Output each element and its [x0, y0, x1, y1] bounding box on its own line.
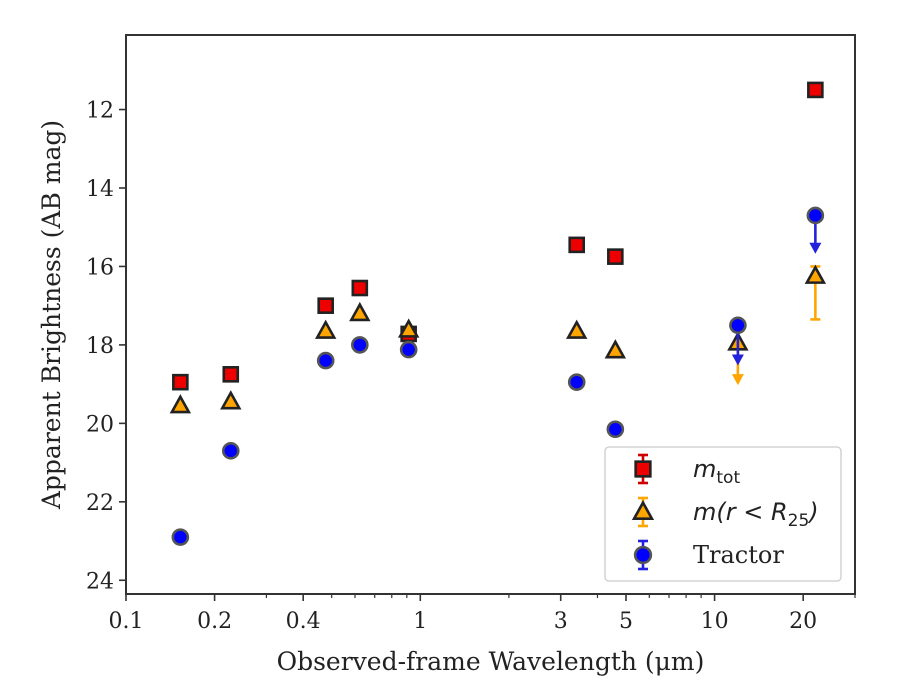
- triangle-marker: [314, 319, 337, 339]
- data-point: [397, 318, 420, 338]
- y-tick-label: 14: [86, 177, 114, 202]
- x-tick-label: 10: [701, 609, 729, 634]
- circle-marker: [351, 336, 369, 354]
- data-point: [807, 81, 824, 99]
- upper-limit-arrow: [731, 374, 744, 386]
- series-1: [169, 264, 827, 414]
- circle-marker: [399, 340, 418, 359]
- data-point: [316, 351, 335, 370]
- data-point: [567, 373, 586, 391]
- circle-marker: [316, 351, 335, 370]
- x-tick-label: 0.2: [197, 609, 232, 634]
- data-point: [351, 336, 369, 354]
- x-tick-label: 1: [413, 609, 427, 634]
- data-point: [351, 279, 369, 297]
- square-marker: [172, 373, 189, 391]
- y-tick-label: 22: [86, 491, 114, 516]
- legend-item: Tractor: [633, 539, 784, 571]
- triangle-marker: [397, 318, 420, 338]
- y-tick-label: 12: [86, 99, 114, 124]
- legend-box: [604, 446, 842, 582]
- y-axis-label: Apparent Brightness (AB mag): [37, 120, 66, 510]
- series-0: [172, 81, 824, 391]
- x-tick-label: 3: [554, 609, 568, 634]
- series-2: [171, 206, 825, 546]
- square-marker: [607, 248, 624, 265]
- circle-marker: [729, 316, 747, 335]
- data-point: [568, 236, 586, 254]
- x-axis-ticks: 0.1 0.2 0.4 1 3 5 10 20: [109, 594, 856, 634]
- y-tick-label: 18: [86, 334, 114, 359]
- y-tick-label: 16: [86, 255, 114, 280]
- circle-marker: [606, 420, 625, 439]
- circle-marker: [567, 373, 586, 391]
- plot-frame: [125, 34, 856, 595]
- triangle-marker: [220, 390, 242, 410]
- data-point: [604, 339, 627, 359]
- data-point: [172, 373, 189, 391]
- x-axis-label: Observed-frame Wavelength (μm): [277, 647, 705, 676]
- data-point: [314, 319, 337, 339]
- triangle-marker: [804, 264, 827, 284]
- data-point: [565, 319, 588, 339]
- square-marker: [351, 279, 369, 297]
- x-tick-label: 20: [789, 609, 817, 634]
- data-point: [317, 297, 334, 314]
- x-tick-label: 0.1: [109, 609, 144, 634]
- circle-marker: [633, 545, 653, 565]
- square-marker: [634, 460, 652, 478]
- data-point: [220, 390, 242, 410]
- circle-marker: [806, 206, 825, 225]
- triangle-marker: [169, 394, 192, 414]
- triangle-marker: [604, 339, 627, 359]
- square-marker: [807, 81, 824, 99]
- x-tick-label: 0.4: [286, 609, 321, 634]
- y-tick-label: 20: [86, 412, 114, 437]
- data-marks: [169, 81, 827, 546]
- y-tick-label: 24: [86, 569, 114, 594]
- y-axis-ticks: 12 14 16 18 20 22 24: [86, 99, 126, 594]
- upper-limit-arrow: [731, 354, 744, 366]
- data-point: [221, 442, 240, 460]
- square-marker: [568, 236, 586, 254]
- data-point: [606, 420, 625, 439]
- square-marker: [222, 366, 240, 383]
- data-point: [806, 206, 825, 254]
- triangle-marker: [631, 499, 655, 520]
- data-point: [171, 528, 190, 546]
- x-tick-label: 5: [619, 609, 633, 634]
- triangle-marker: [349, 301, 371, 322]
- data-point: [169, 394, 192, 414]
- square-marker: [317, 297, 334, 314]
- data-point: [804, 264, 827, 321]
- data-point: [607, 248, 624, 265]
- legend-label: Tractor: [693, 541, 784, 569]
- data-point: [399, 340, 418, 359]
- upper-limit-arrow: [809, 242, 822, 254]
- circle-marker: [171, 528, 190, 546]
- data-point: [222, 366, 240, 383]
- data-point: [729, 316, 747, 366]
- circle-marker: [221, 442, 240, 460]
- triangle-marker: [565, 319, 588, 339]
- data-point: [349, 301, 371, 322]
